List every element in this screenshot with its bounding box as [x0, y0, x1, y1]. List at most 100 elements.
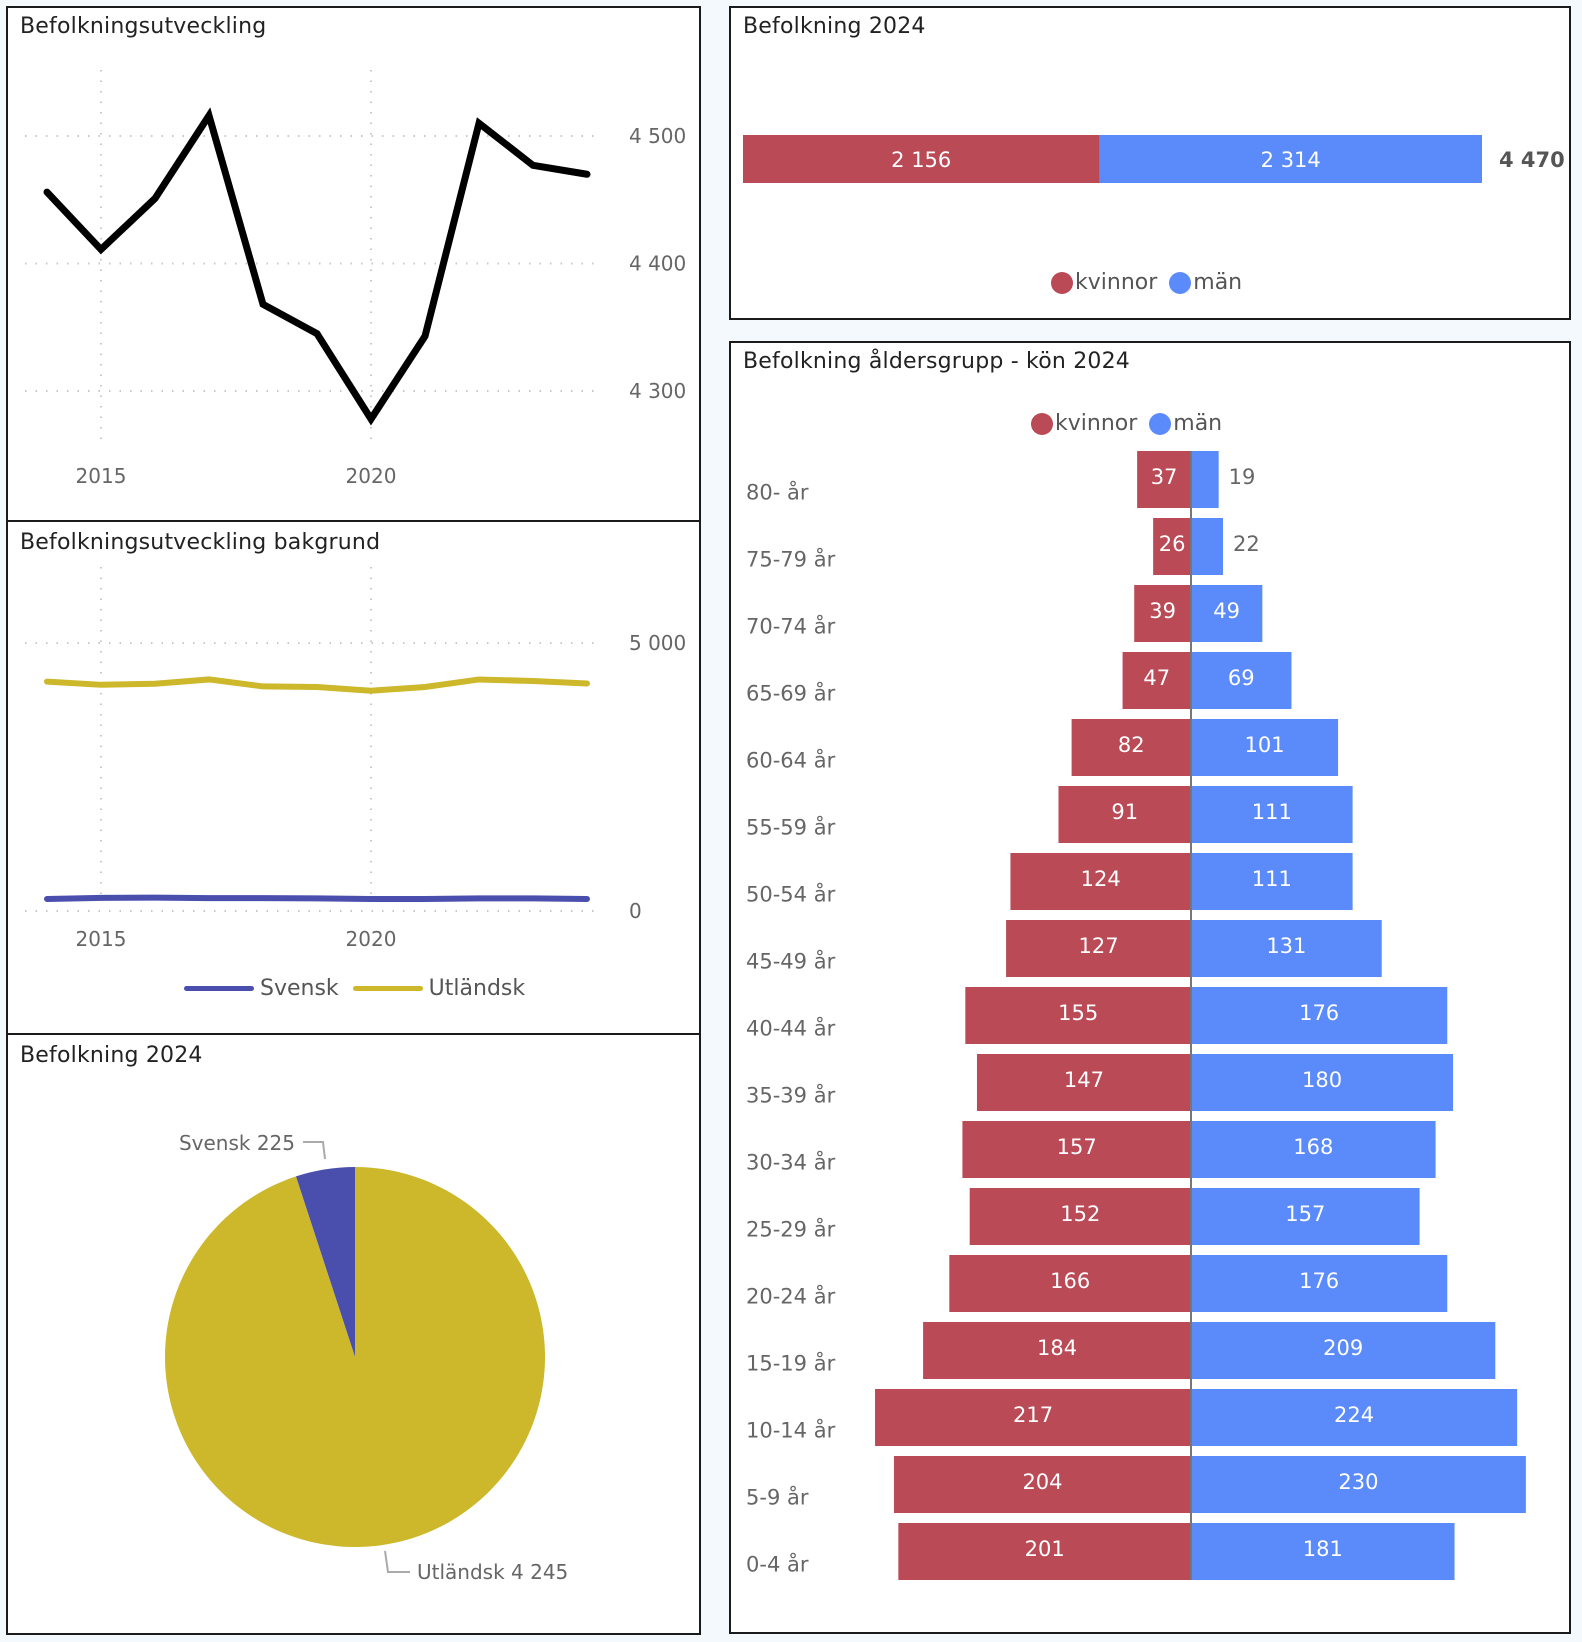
- age-group-label: 70-74 år: [746, 614, 836, 639]
- y-tick-label: 4 500: [629, 124, 686, 148]
- bar-man: [1191, 1121, 1436, 1178]
- bar-man: [1191, 920, 1382, 977]
- legend-bakgrund: Svensk Utländsk: [184, 976, 525, 1001]
- pie-slice-svensk: [295, 1167, 355, 1357]
- bar-label-kvinnor: 2 156: [891, 148, 951, 172]
- bar-kvinnor: [1071, 719, 1191, 776]
- age-group-label: 50-54 år: [746, 882, 836, 907]
- bar-segment-kvinnor: [743, 135, 1100, 183]
- bar-value-man: 131: [1266, 934, 1306, 958]
- x-tick-label: 2020: [346, 464, 397, 488]
- age-group-label: 10-14 år: [746, 1418, 836, 1443]
- bar-value-kvinnor: 124: [1081, 867, 1121, 891]
- bar-value-man: 230: [1338, 1470, 1378, 1494]
- legend-label-utlandsk: Utländsk: [428, 976, 526, 1001]
- bar-value-man: 69: [1228, 666, 1255, 690]
- legend-label-man: män: [1193, 270, 1243, 295]
- bar-value-kvinnor: 204: [1022, 1470, 1062, 1494]
- bar-man: [1191, 1255, 1448, 1312]
- panel-divider: [8, 520, 699, 522]
- bar-value-man: 209: [1323, 1336, 1363, 1360]
- bar-man: [1191, 518, 1224, 575]
- line-chart-bakgrund: 5 000 0 2015 2020: [25, 567, 686, 951]
- bar-value-kvinnor: 39: [1149, 599, 1176, 623]
- age-group-label: 55-59 år: [746, 815, 836, 840]
- bar-value-kvinnor: 217: [1013, 1403, 1053, 1427]
- bar-kvinnor: [1122, 652, 1191, 709]
- bar-kvinnor: [875, 1389, 1191, 1446]
- age-group-label: 20-24 år: [746, 1284, 836, 1309]
- bar-kvinnor: [1058, 786, 1191, 843]
- bar-value-kvinnor: 147: [1064, 1068, 1104, 1092]
- legend-dot-kvinnor: [1031, 412, 1053, 435]
- legend-pyramid: kvinnor män: [1031, 411, 1222, 436]
- bar-kvinnor: [962, 1121, 1191, 1178]
- age-group-label: 5-9 år: [746, 1485, 809, 1510]
- legend-label-svensk: Svensk: [260, 976, 339, 1001]
- bar-kvinnor: [898, 1523, 1191, 1580]
- legend-label-kvinnor: kvinnor: [1075, 270, 1158, 295]
- bar-value-kvinnor: 127: [1078, 934, 1118, 958]
- bar-label-man: 2 314: [1261, 148, 1321, 172]
- series-line-befolkning: [43, 107, 591, 426]
- y-tick-label: 0: [629, 899, 642, 923]
- y-tick-label: 4 400: [629, 252, 686, 276]
- age-group-label: 25-29 år: [746, 1217, 836, 1242]
- bar-kvinnor: [969, 1188, 1191, 1245]
- legend-label-man: män: [1173, 411, 1223, 436]
- bar-kvinnor: [949, 1255, 1191, 1312]
- leader-line-svensk: [303, 1141, 326, 1160]
- x-tick-label: 2015: [76, 927, 127, 951]
- bar-value-man: 111: [1252, 800, 1292, 824]
- bar-value-kvinnor: 26: [1159, 532, 1186, 556]
- chart-title-pie: Befolkning 2024: [20, 1043, 203, 1068]
- age-group-label: 45-49 år: [746, 949, 836, 974]
- bar-man: [1191, 585, 1263, 642]
- bar-man: [1191, 1523, 1455, 1580]
- legend-line-svensk: [184, 986, 254, 991]
- bar-man: [1191, 451, 1219, 508]
- bar-man: [1191, 987, 1448, 1044]
- age-group-label: 75-79 år: [746, 547, 836, 572]
- bar-kvinnor: [1006, 920, 1191, 977]
- bar-value-kvinnor: 166: [1050, 1269, 1090, 1293]
- series-line-svensk: [44, 894, 590, 902]
- bar-value-kvinnor: 82: [1118, 733, 1145, 757]
- bar-kvinnor: [923, 1322, 1191, 1379]
- line-chart-befolkningsutveckling: 4 500 4 400 4 300 2015 2020: [25, 70, 686, 488]
- bar-man: [1191, 786, 1353, 843]
- bar-kvinnor: [1137, 451, 1191, 508]
- age-group-label: 60-64 år: [746, 748, 836, 773]
- bar-value-kvinnor: 157: [1057, 1135, 1097, 1159]
- bar-kvinnor: [893, 1456, 1191, 1513]
- leader-line-utlandsk: [384, 1550, 410, 1573]
- bar-value-kvinnor: 201: [1025, 1537, 1065, 1561]
- bar-kvinnor: [1010, 853, 1191, 910]
- bar-value-man: 157: [1285, 1202, 1325, 1226]
- chart-title-befolkningsutveckling: Befolkningsutveckling: [20, 14, 267, 39]
- bar-value-man: 19: [1229, 465, 1256, 489]
- bar-value-kvinnor: 47: [1143, 666, 1170, 690]
- legend-kon: kvinnor män: [1051, 270, 1242, 295]
- gender-total-panel: Befolkning 2024 2 156 2 314 4 470 kvinnor …: [729, 6, 1571, 320]
- bar-kvinnor: [1134, 585, 1191, 642]
- bar-value-man: 176: [1299, 1269, 1339, 1293]
- bar-man: [1191, 853, 1353, 910]
- age-group-label: 65-69 år: [746, 681, 836, 706]
- age-group-label: 40-44 år: [746, 1016, 836, 1041]
- y-tick-label: 4 300: [629, 379, 686, 403]
- bar-value-man: 224: [1334, 1403, 1374, 1427]
- legend-label-kvinnor: kvinnor: [1055, 411, 1138, 436]
- bar-value-man: 49: [1213, 599, 1240, 623]
- pie-label-svensk: Svensk 225: [179, 1131, 295, 1155]
- bar-value-man: 180: [1302, 1068, 1342, 1092]
- bar-man: [1191, 1389, 1518, 1446]
- legend-line-utlandsk: [352, 986, 423, 991]
- pie-slice-utlandsk: [165, 1167, 546, 1547]
- age-group-label: 15-19 år: [746, 1351, 836, 1376]
- bar-value-man: 176: [1299, 1001, 1339, 1025]
- age-pyramid-panel: Befolkning åldersgrupp - kön 2024 kvinno…: [729, 341, 1571, 1634]
- bar-value-man: 101: [1244, 733, 1284, 757]
- chart-title-pyramid: Befolkning åldersgrupp - kön 2024: [743, 349, 1130, 374]
- pie-chart-befolkning-2024: Svensk 225 Utländsk 4 245: [165, 1131, 568, 1584]
